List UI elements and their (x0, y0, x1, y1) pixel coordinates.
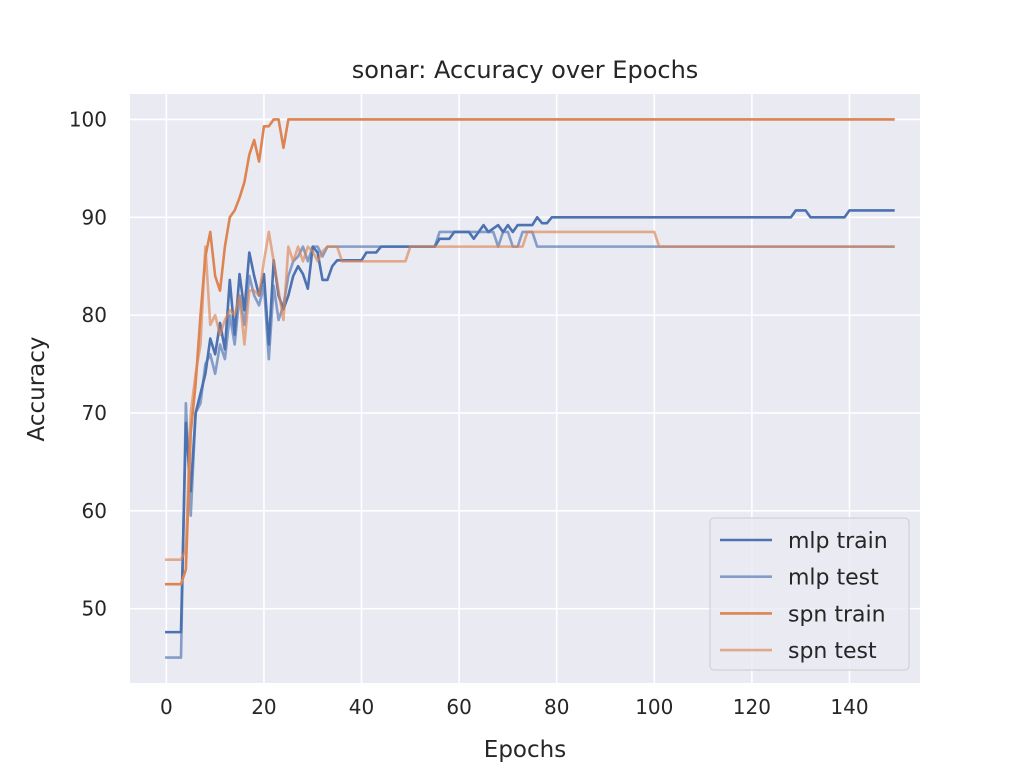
y-axis-title: Accuracy (24, 336, 50, 441)
x-tick-label: 140 (830, 695, 868, 719)
y-tick-label: 80 (82, 303, 107, 327)
y-tick-label: 70 (82, 401, 107, 425)
chart-title: sonar: Accuracy over Epochs (352, 56, 699, 84)
legend-label: spn test (788, 639, 877, 664)
y-tick-label: 90 (82, 205, 107, 229)
x-tick-label: 20 (251, 695, 276, 719)
legend-box (709, 517, 910, 671)
x-tick-label: 100 (635, 695, 673, 719)
x-axis-ticks: 0 20 40 60 80 100 120 140 (160, 695, 869, 719)
x-tick-label: 0 (160, 695, 173, 719)
series-line-mlp-train (165, 209, 895, 634)
y-tick-label: 100 (69, 107, 107, 131)
y-tick-label: 60 (82, 499, 107, 523)
x-axis-title: Epochs (484, 737, 566, 763)
legend-label: mlp train (788, 529, 888, 554)
legend-label: spn train (788, 602, 886, 627)
y-tick-label: 50 (82, 597, 107, 621)
legend: mlp train mlp test spn train spn test (709, 517, 910, 671)
series-line-spn-test (165, 230, 895, 562)
series-lines (165, 118, 895, 659)
y-axis-ticks: 50 60 70 80 90 100 (69, 107, 107, 620)
legend-label: mlp test (788, 566, 879, 591)
x-tick-label: 120 (733, 695, 771, 719)
x-tick-label: 60 (446, 695, 471, 719)
x-tick-label: 80 (544, 695, 569, 719)
x-tick-label: 40 (349, 695, 374, 719)
